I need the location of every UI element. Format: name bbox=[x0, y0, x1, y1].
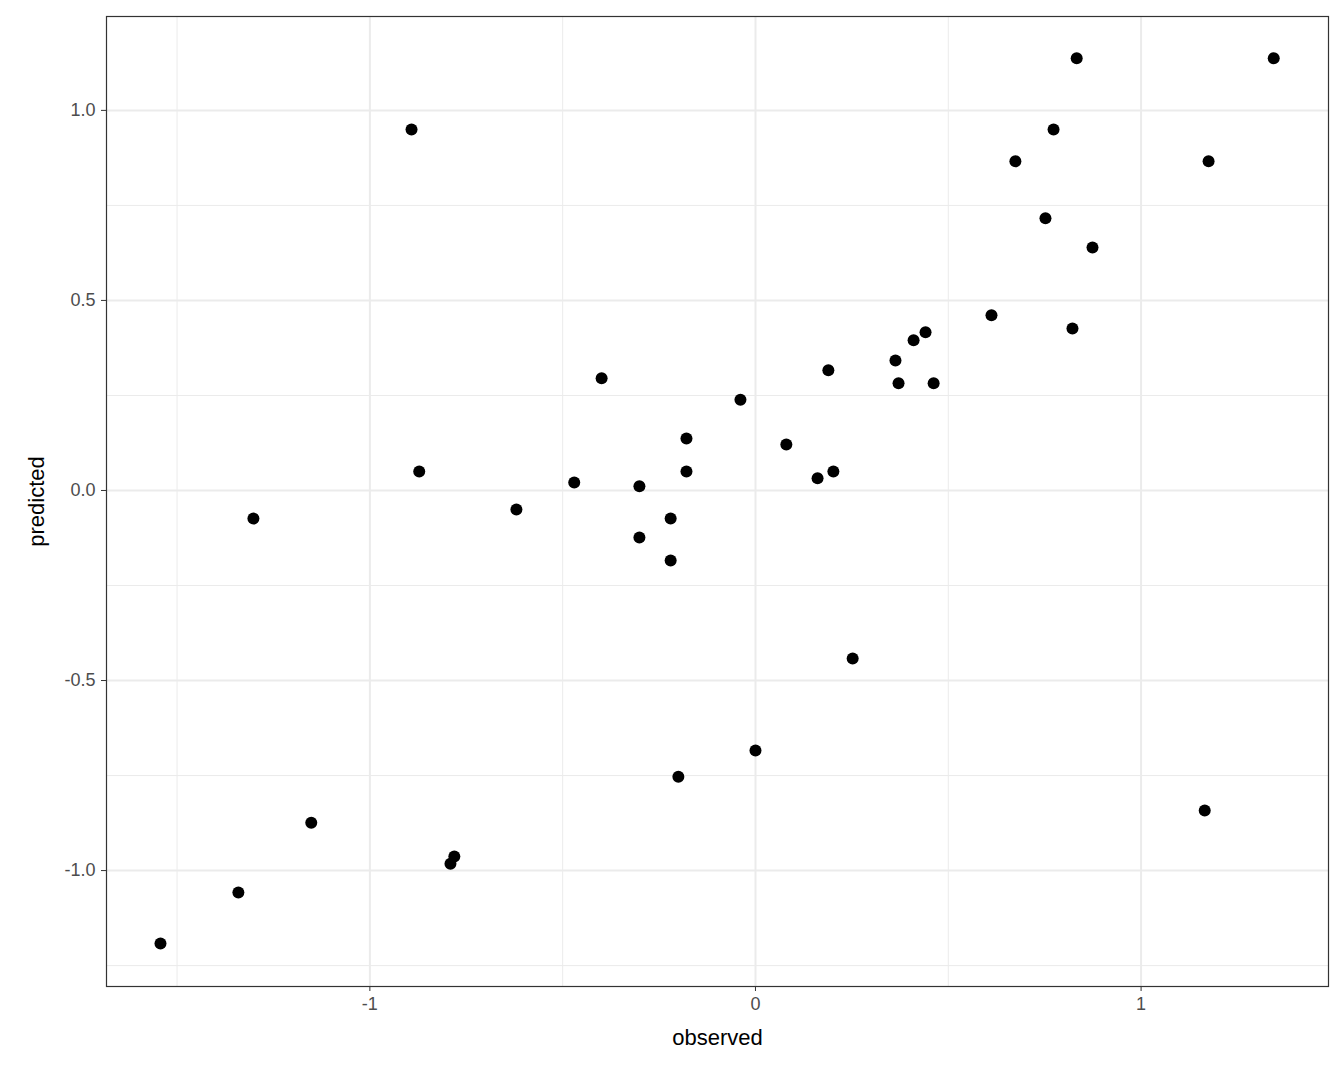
svg-text:1: 1 bbox=[1136, 994, 1146, 1014]
svg-text:observed: observed bbox=[672, 1025, 763, 1050]
svg-text:-1: -1 bbox=[362, 994, 378, 1014]
svg-text:-1.0: -1.0 bbox=[64, 860, 95, 880]
svg-text:0: 0 bbox=[750, 994, 760, 1014]
svg-text:0.0: 0.0 bbox=[70, 480, 95, 500]
svg-text:0.5: 0.5 bbox=[70, 290, 95, 310]
svg-text:-0.5: -0.5 bbox=[64, 670, 95, 690]
svg-text:1.0: 1.0 bbox=[70, 100, 95, 120]
svg-text:predicted: predicted bbox=[24, 456, 49, 547]
